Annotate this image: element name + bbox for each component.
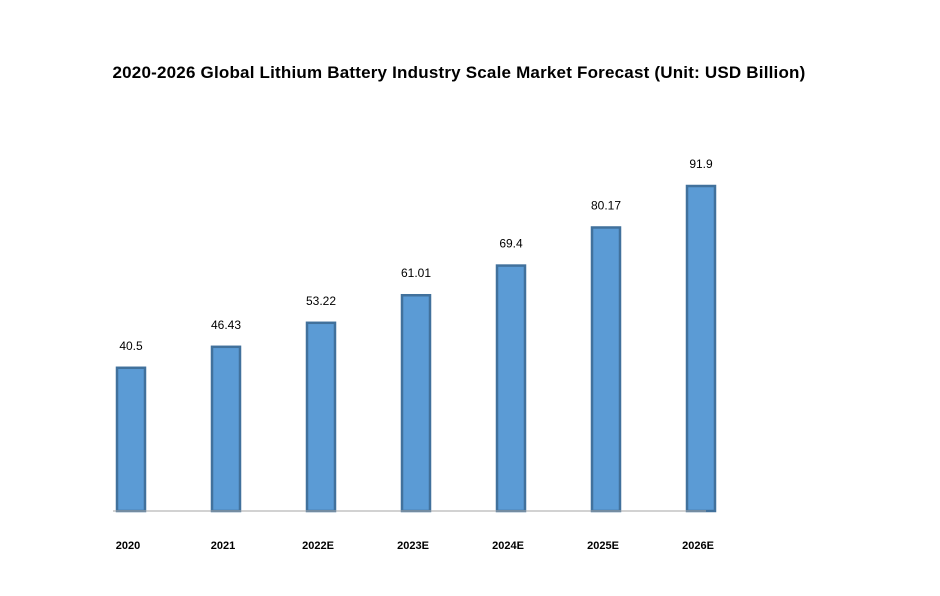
data-label-2021: 46.43 bbox=[211, 318, 241, 332]
data-label-2026e: 91.9 bbox=[689, 157, 713, 171]
bar-2026e bbox=[685, 184, 717, 513]
x-tick-label-2023e: 2023E bbox=[397, 540, 429, 552]
data-label-2025e: 80.17 bbox=[591, 198, 621, 212]
x-tick-label-2024e: 2024E bbox=[492, 540, 524, 552]
bar-2020 bbox=[115, 366, 147, 513]
bar-2024e bbox=[495, 264, 527, 513]
x-tick-label-2025e: 2025E bbox=[587, 540, 619, 552]
x-tick-label-2020: 2020 bbox=[116, 540, 140, 552]
data-label-2020: 40.5 bbox=[119, 339, 143, 353]
x-tick-label-2022e: 2022E bbox=[302, 540, 334, 552]
bar-2022e bbox=[305, 321, 337, 513]
bar-2023e bbox=[400, 293, 432, 513]
data-label-2023e: 61.01 bbox=[401, 266, 431, 280]
x-tick-label-2021: 2021 bbox=[211, 540, 235, 552]
bars-layer bbox=[115, 184, 717, 513]
data-label-2022e: 53.22 bbox=[306, 294, 336, 308]
bar-2025e bbox=[590, 226, 622, 513]
chart-title: 2020-2026 Global Lithium Battery Industr… bbox=[112, 63, 806, 82]
labels-layer: 40.5 2020 46.43 2021 53.22 2022E 61.01 2023E 69.… bbox=[116, 157, 714, 552]
bar-2021 bbox=[210, 345, 242, 513]
x-tick-label-2026e: 2026E bbox=[682, 540, 714, 552]
data-label-2024e: 69.4 bbox=[499, 237, 523, 251]
